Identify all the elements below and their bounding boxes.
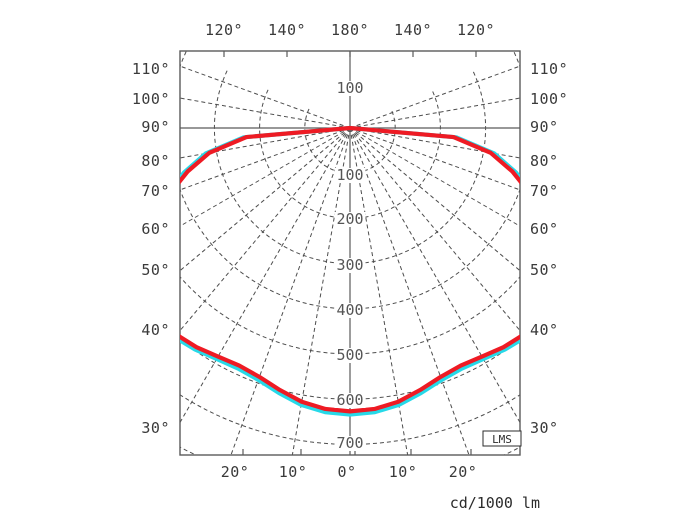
chart-labels: 120° 140° 180° 140° 120° 20° 10° 0° 10° 20° 110° 10… [132, 21, 568, 512]
grid-spoke--30 [180, 127, 351, 424]
radial-tick-label-4: 400 [336, 301, 363, 319]
bottom-angle-label-1: 10° [279, 463, 308, 481]
right-angle-label-8: 30° [530, 419, 559, 437]
radial-label-bg-0 [334, 81, 366, 96]
left-angle-label-0: 110° [132, 60, 170, 78]
radial-label-bg-4 [334, 303, 366, 318]
grid-spoke--10 [291, 127, 351, 455]
grid-spoke-70 [349, 127, 520, 191]
grid-spoke--110 [180, 65, 351, 129]
radial-label-bg-2 [334, 212, 366, 227]
grid-spoke--20 [230, 127, 351, 455]
lms-logo-text: LMS [492, 433, 512, 446]
radial-tick-label-5: 500 [336, 346, 363, 364]
radial-tick-label-2: 200 [336, 210, 363, 228]
top-angle-label-2: 180° [331, 21, 369, 39]
bottom-angle-label-4: 20° [449, 463, 478, 481]
unit-label: cd/1000 lm [450, 494, 540, 512]
grid-spoke--50 [180, 127, 351, 272]
grid-spoke--40 [180, 127, 351, 332]
grid-spoke-40 [349, 127, 520, 332]
left-angle-label-8: 30° [141, 419, 170, 437]
left-angle-label-6: 50° [141, 261, 170, 279]
bottom-angle-label-2: 0° [337, 463, 356, 481]
lms-watermark: LMS [482, 430, 522, 447]
left-angle-label-4: 70° [141, 182, 170, 200]
bottom-angle-label-0: 20° [221, 463, 250, 481]
grid-spoke-100 [349, 97, 520, 129]
grid-spoke-20 [349, 127, 470, 455]
curve-c0-c180 [180, 125, 520, 414]
grid-spoke-50 [349, 127, 520, 272]
grid-spoke--80 [180, 127, 351, 159]
grid-arc-100 [304, 108, 396, 174]
left-angle-label-3: 80° [141, 152, 170, 170]
radial-label-bg-7 [334, 436, 366, 451]
right-angle-label-7: 40° [530, 321, 559, 339]
right-angle-label-1: 100° [530, 90, 568, 108]
right-angle-label-4: 70° [530, 182, 559, 200]
grid-spoke-10 [349, 127, 409, 455]
curve-c90-c270 [180, 125, 520, 417]
right-angle-label-6: 50° [530, 261, 559, 279]
left-angle-label-7: 40° [141, 321, 170, 339]
intensity-curves [180, 125, 520, 417]
right-angle-label-2: 90° [530, 118, 559, 136]
plot-frame [179, 50, 521, 456]
grid-arc-200 [259, 89, 441, 219]
top-angle-label-1: 140° [268, 21, 306, 39]
right-angle-label-0: 110° [530, 60, 568, 78]
left-angle-label-1: 100° [132, 90, 170, 108]
left-angle-label-2: 90° [141, 118, 170, 136]
radial-tick-label-6: 600 [336, 391, 363, 409]
radial-tick-label-7: 700 [336, 434, 363, 452]
right-angle-label-3: 80° [530, 152, 559, 170]
lms-logo-box [482, 430, 522, 447]
left-angle-label-5: 60° [141, 220, 170, 238]
radial-label-bg-1 [334, 168, 366, 183]
top-angle-label-0: 120° [205, 21, 243, 39]
radial-tick-label-0: 100 [336, 79, 363, 97]
radial-tick-label-3: 300 [336, 256, 363, 274]
top-angle-label-4: 120° [457, 21, 495, 39]
radial-label-bg-3 [334, 258, 366, 273]
grid-spoke--70 [180, 127, 351, 191]
bottom-angle-label-3: 10° [389, 463, 418, 481]
radial-label-bg-5 [334, 348, 366, 363]
grid-spoke--100 [180, 97, 351, 129]
grid-spoke-80 [349, 127, 520, 159]
right-angle-label-5: 60° [530, 220, 559, 238]
top-angle-label-3: 140° [394, 21, 432, 39]
radial-label-bg-6 [334, 393, 366, 408]
grid-spoke-110 [349, 65, 520, 129]
radial-tick-label-1: 100 [336, 166, 363, 184]
